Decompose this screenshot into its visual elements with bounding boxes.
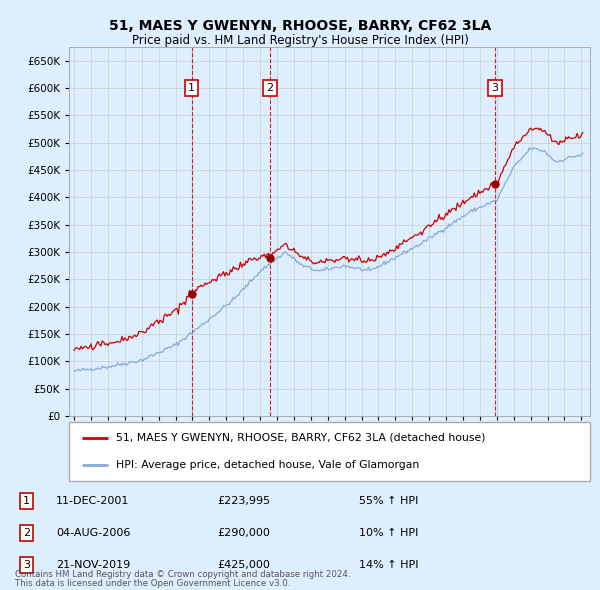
Text: 04-AUG-2006: 04-AUG-2006 <box>56 529 130 538</box>
Text: £425,000: £425,000 <box>218 560 271 571</box>
Text: £223,995: £223,995 <box>218 496 271 506</box>
Text: 14% ↑ HPI: 14% ↑ HPI <box>359 560 418 571</box>
Text: 1: 1 <box>188 83 195 93</box>
Text: Contains HM Land Registry data © Crown copyright and database right 2024.: Contains HM Land Registry data © Crown c… <box>15 570 350 579</box>
FancyBboxPatch shape <box>69 422 590 481</box>
Text: HPI: Average price, detached house, Vale of Glamorgan: HPI: Average price, detached house, Vale… <box>116 460 419 470</box>
Text: Price paid vs. HM Land Registry's House Price Index (HPI): Price paid vs. HM Land Registry's House … <box>131 34 469 47</box>
Text: 3: 3 <box>23 560 30 571</box>
Text: 3: 3 <box>491 83 499 93</box>
Text: 1: 1 <box>23 496 30 506</box>
Text: This data is licensed under the Open Government Licence v3.0.: This data is licensed under the Open Gov… <box>15 579 290 588</box>
Text: 2: 2 <box>266 83 274 93</box>
Text: 21-NOV-2019: 21-NOV-2019 <box>56 560 130 571</box>
Text: 10% ↑ HPI: 10% ↑ HPI <box>359 529 418 538</box>
Text: 51, MAES Y GWENYN, RHOOSE, BARRY, CF62 3LA: 51, MAES Y GWENYN, RHOOSE, BARRY, CF62 3… <box>109 19 491 33</box>
Text: £290,000: £290,000 <box>218 529 271 538</box>
Text: 51, MAES Y GWENYN, RHOOSE, BARRY, CF62 3LA (detached house): 51, MAES Y GWENYN, RHOOSE, BARRY, CF62 3… <box>116 433 485 442</box>
Text: 2: 2 <box>23 529 30 538</box>
Text: 11-DEC-2001: 11-DEC-2001 <box>56 496 130 506</box>
Text: 55% ↑ HPI: 55% ↑ HPI <box>359 496 418 506</box>
